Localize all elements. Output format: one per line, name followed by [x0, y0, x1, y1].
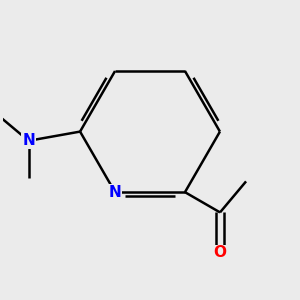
Text: N: N	[109, 185, 122, 200]
Text: N: N	[22, 133, 35, 148]
Text: O: O	[214, 245, 226, 260]
